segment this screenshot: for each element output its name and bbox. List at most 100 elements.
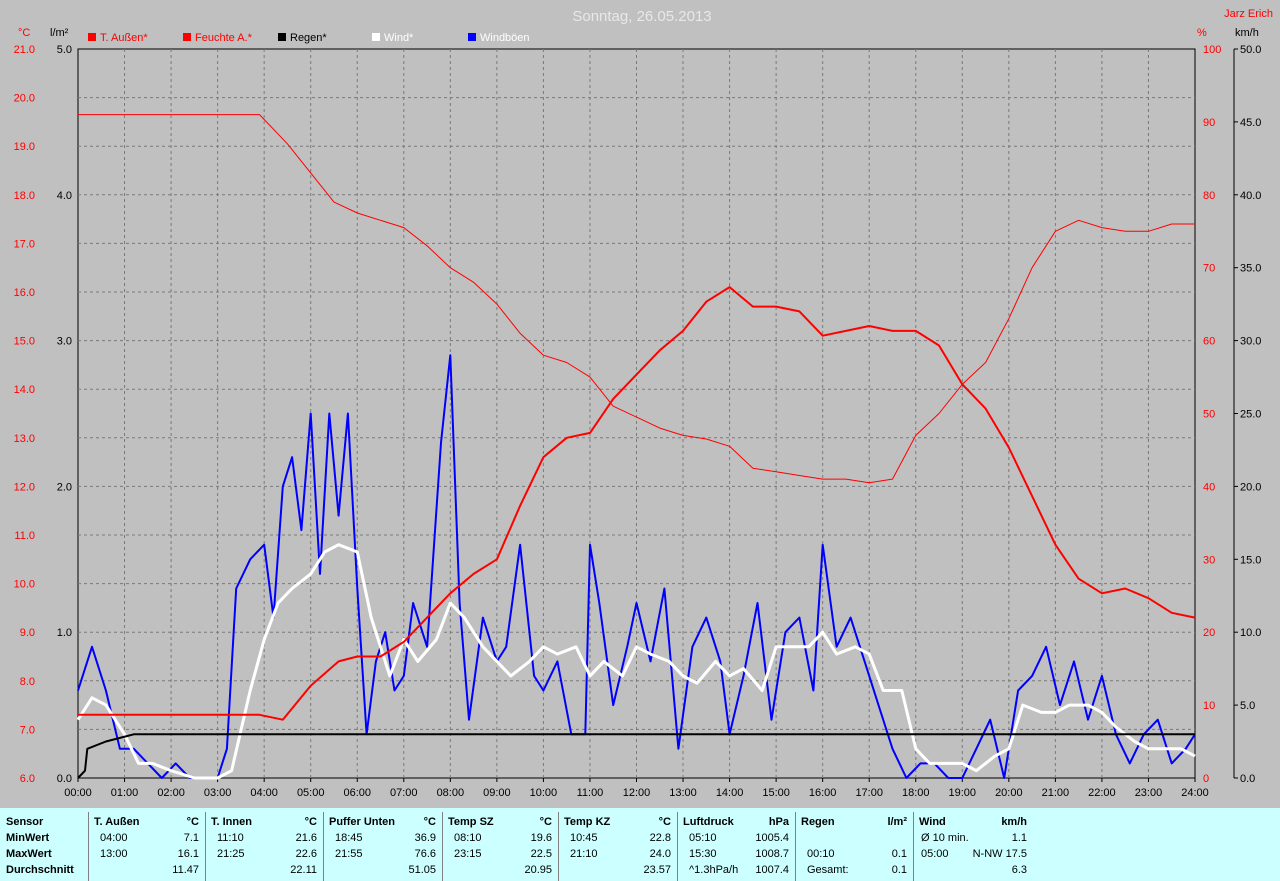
x-tick-label: 21:00: [1042, 787, 1070, 799]
temp-tick-label: 9.0: [20, 627, 35, 639]
stats-column-divider: [88, 812, 89, 881]
stats-time: 05:10: [689, 832, 717, 844]
wind-tick-label: 35.0: [1240, 263, 1261, 275]
temp-tick-label: 11.0: [14, 530, 35, 542]
temp-tick-label: 14.0: [14, 384, 35, 396]
stats-unit: hPa: [768, 816, 789, 828]
stats-value: N-NW 17.5: [972, 848, 1027, 860]
humidity-tick-label: 30: [1203, 554, 1215, 566]
rain-axis-unit: l/m²: [50, 27, 69, 39]
stats-time: 05:00: [921, 848, 949, 860]
stats-sensor-name: T. Innen: [211, 816, 252, 828]
stats-value: 7.1: [183, 832, 199, 844]
x-tick-label: 15:00: [762, 787, 790, 799]
stats-column: Regen l/m² 00:10 0.1 Gesamt: 0.1: [795, 814, 913, 880]
legend-label: T. Außen*: [100, 32, 148, 44]
stats-sensor-name: Temp KZ: [564, 816, 611, 828]
stats-time: 08:10: [454, 832, 482, 844]
x-tick-label: 17:00: [855, 787, 883, 799]
stats-column-divider: [795, 812, 796, 881]
humidity-tick-label: 90: [1203, 117, 1215, 129]
temp-tick-label: 12.0: [14, 481, 35, 493]
stats-column-divider: [205, 812, 206, 881]
wind-tick-label: 0.0: [1240, 773, 1255, 785]
stats-time: 15:30: [689, 848, 717, 860]
stats-column: T. Außen °C 04:00 7.1 13:00 16.1 11.47: [88, 814, 205, 880]
stats-column-divider: [323, 812, 324, 881]
humidity-tick-label: 20: [1203, 627, 1215, 639]
stats-value: 76.6: [414, 848, 436, 860]
x-tick-label: 13:00: [669, 787, 697, 799]
wind-axis-unit: km/h: [1235, 27, 1259, 39]
legend-swatch: [88, 33, 96, 41]
temp-tick-label: 13.0: [14, 433, 35, 445]
stats-column: Wind km/h Ø 10 min. 1.1 05:00 N-NW 17.5 6.3: [913, 814, 1033, 880]
stats-label-column: Sensor MinWert MaxWert Durchschnitt: [0, 814, 88, 880]
x-tick-label: 08:00: [437, 787, 465, 799]
temp-tick-label: 6.0: [20, 773, 35, 785]
stats-sensor-name: Regen: [801, 816, 835, 828]
temp-tick-label: 10.0: [14, 579, 35, 591]
stats-avg-label: Durchschnitt: [6, 864, 74, 876]
stats-value: 22.6: [295, 848, 317, 860]
stats-unit: °C: [658, 816, 671, 828]
x-tick-label: 10:00: [530, 787, 558, 799]
stats-sensor-name: Luftdruck: [683, 816, 734, 828]
humidity-tick-label: 70: [1203, 263, 1215, 275]
stats-value: 19.6: [530, 832, 552, 844]
stats-time: 04:00: [100, 832, 128, 844]
stats-value: 1007.4: [755, 864, 789, 876]
x-tick-label: 18:00: [902, 787, 930, 799]
stats-value: 1.1: [1011, 832, 1027, 844]
legend-label: Wind*: [384, 32, 414, 44]
legend-label: Feuchte A.*: [195, 32, 253, 44]
legend-swatch: [372, 33, 380, 41]
x-tick-label: 00:00: [64, 787, 92, 799]
temp-tick-label: 18.0: [14, 190, 35, 202]
temp-tick-label: 21.0: [14, 44, 35, 56]
author-label: Jarz Erich: [1224, 8, 1273, 20]
humidity-tick-label: 80: [1203, 190, 1215, 202]
legend-swatch: [183, 33, 191, 41]
wind-tick-label: 25.0: [1240, 409, 1261, 421]
rain-tick-label: 4.0: [57, 190, 72, 202]
stats-time: Gesamt:: [807, 864, 849, 876]
stats-sensor-name: Temp SZ: [448, 816, 494, 828]
stats-column-divider: [442, 812, 443, 881]
stats-value: 1005.4: [755, 832, 789, 844]
humidity-tick-label: 0: [1203, 773, 1209, 785]
rain-tick-label: 5.0: [57, 44, 72, 56]
stats-value: 24.0: [649, 848, 671, 860]
stats-unit: °C: [304, 816, 317, 828]
stats-time: 13:00: [100, 848, 128, 860]
stats-column: Temp SZ °C 08:10 19.6 23:15 22.5 20.95: [442, 814, 558, 880]
stats-sensor-name: T. Außen: [94, 816, 140, 828]
rain-tick-label: 2.0: [57, 481, 72, 493]
x-tick-label: 01:00: [111, 787, 139, 799]
x-tick-label: 16:00: [809, 787, 837, 799]
chart-legend: T. Außen* Feuchte A.* Regen* Wind* Windböen: [88, 32, 530, 44]
legend-swatch: [468, 33, 476, 41]
stats-time: 23:15: [454, 848, 482, 860]
stats-value: 1008.7: [755, 848, 789, 860]
stats-time: Ø 10 min.: [921, 832, 969, 844]
plot-area: 00:00 01:00 02:00 03:00 04:00 05:00 06:00 07:00…: [14, 44, 1262, 799]
stats-column: Puffer Unten °C 18:45 36.9 21:55 76.6 51.05: [323, 814, 442, 880]
rain-tick-label: 0.0: [57, 773, 72, 785]
stats-time: 10:45: [570, 832, 598, 844]
stats-unit: °C: [186, 816, 199, 828]
stats-column-divider: [558, 812, 559, 881]
stats-unit: °C: [423, 816, 436, 828]
wind-tick-label: 45.0: [1240, 117, 1261, 129]
stats-time: ^1.3hPa/h: [689, 864, 739, 876]
x-tick-label: 05:00: [297, 787, 325, 799]
stats-column-divider: [677, 812, 678, 881]
legend-label: Windböen: [480, 32, 530, 44]
stats-unit: l/m²: [887, 816, 907, 828]
humidity-tick-label: 10: [1203, 700, 1215, 712]
temp-tick-label: 8.0: [20, 676, 35, 688]
stats-value: 16.1: [177, 848, 199, 860]
stats-value: 11.47: [172, 864, 199, 876]
stats-value: 36.9: [414, 832, 436, 844]
x-tick-label: 23:00: [1135, 787, 1163, 799]
